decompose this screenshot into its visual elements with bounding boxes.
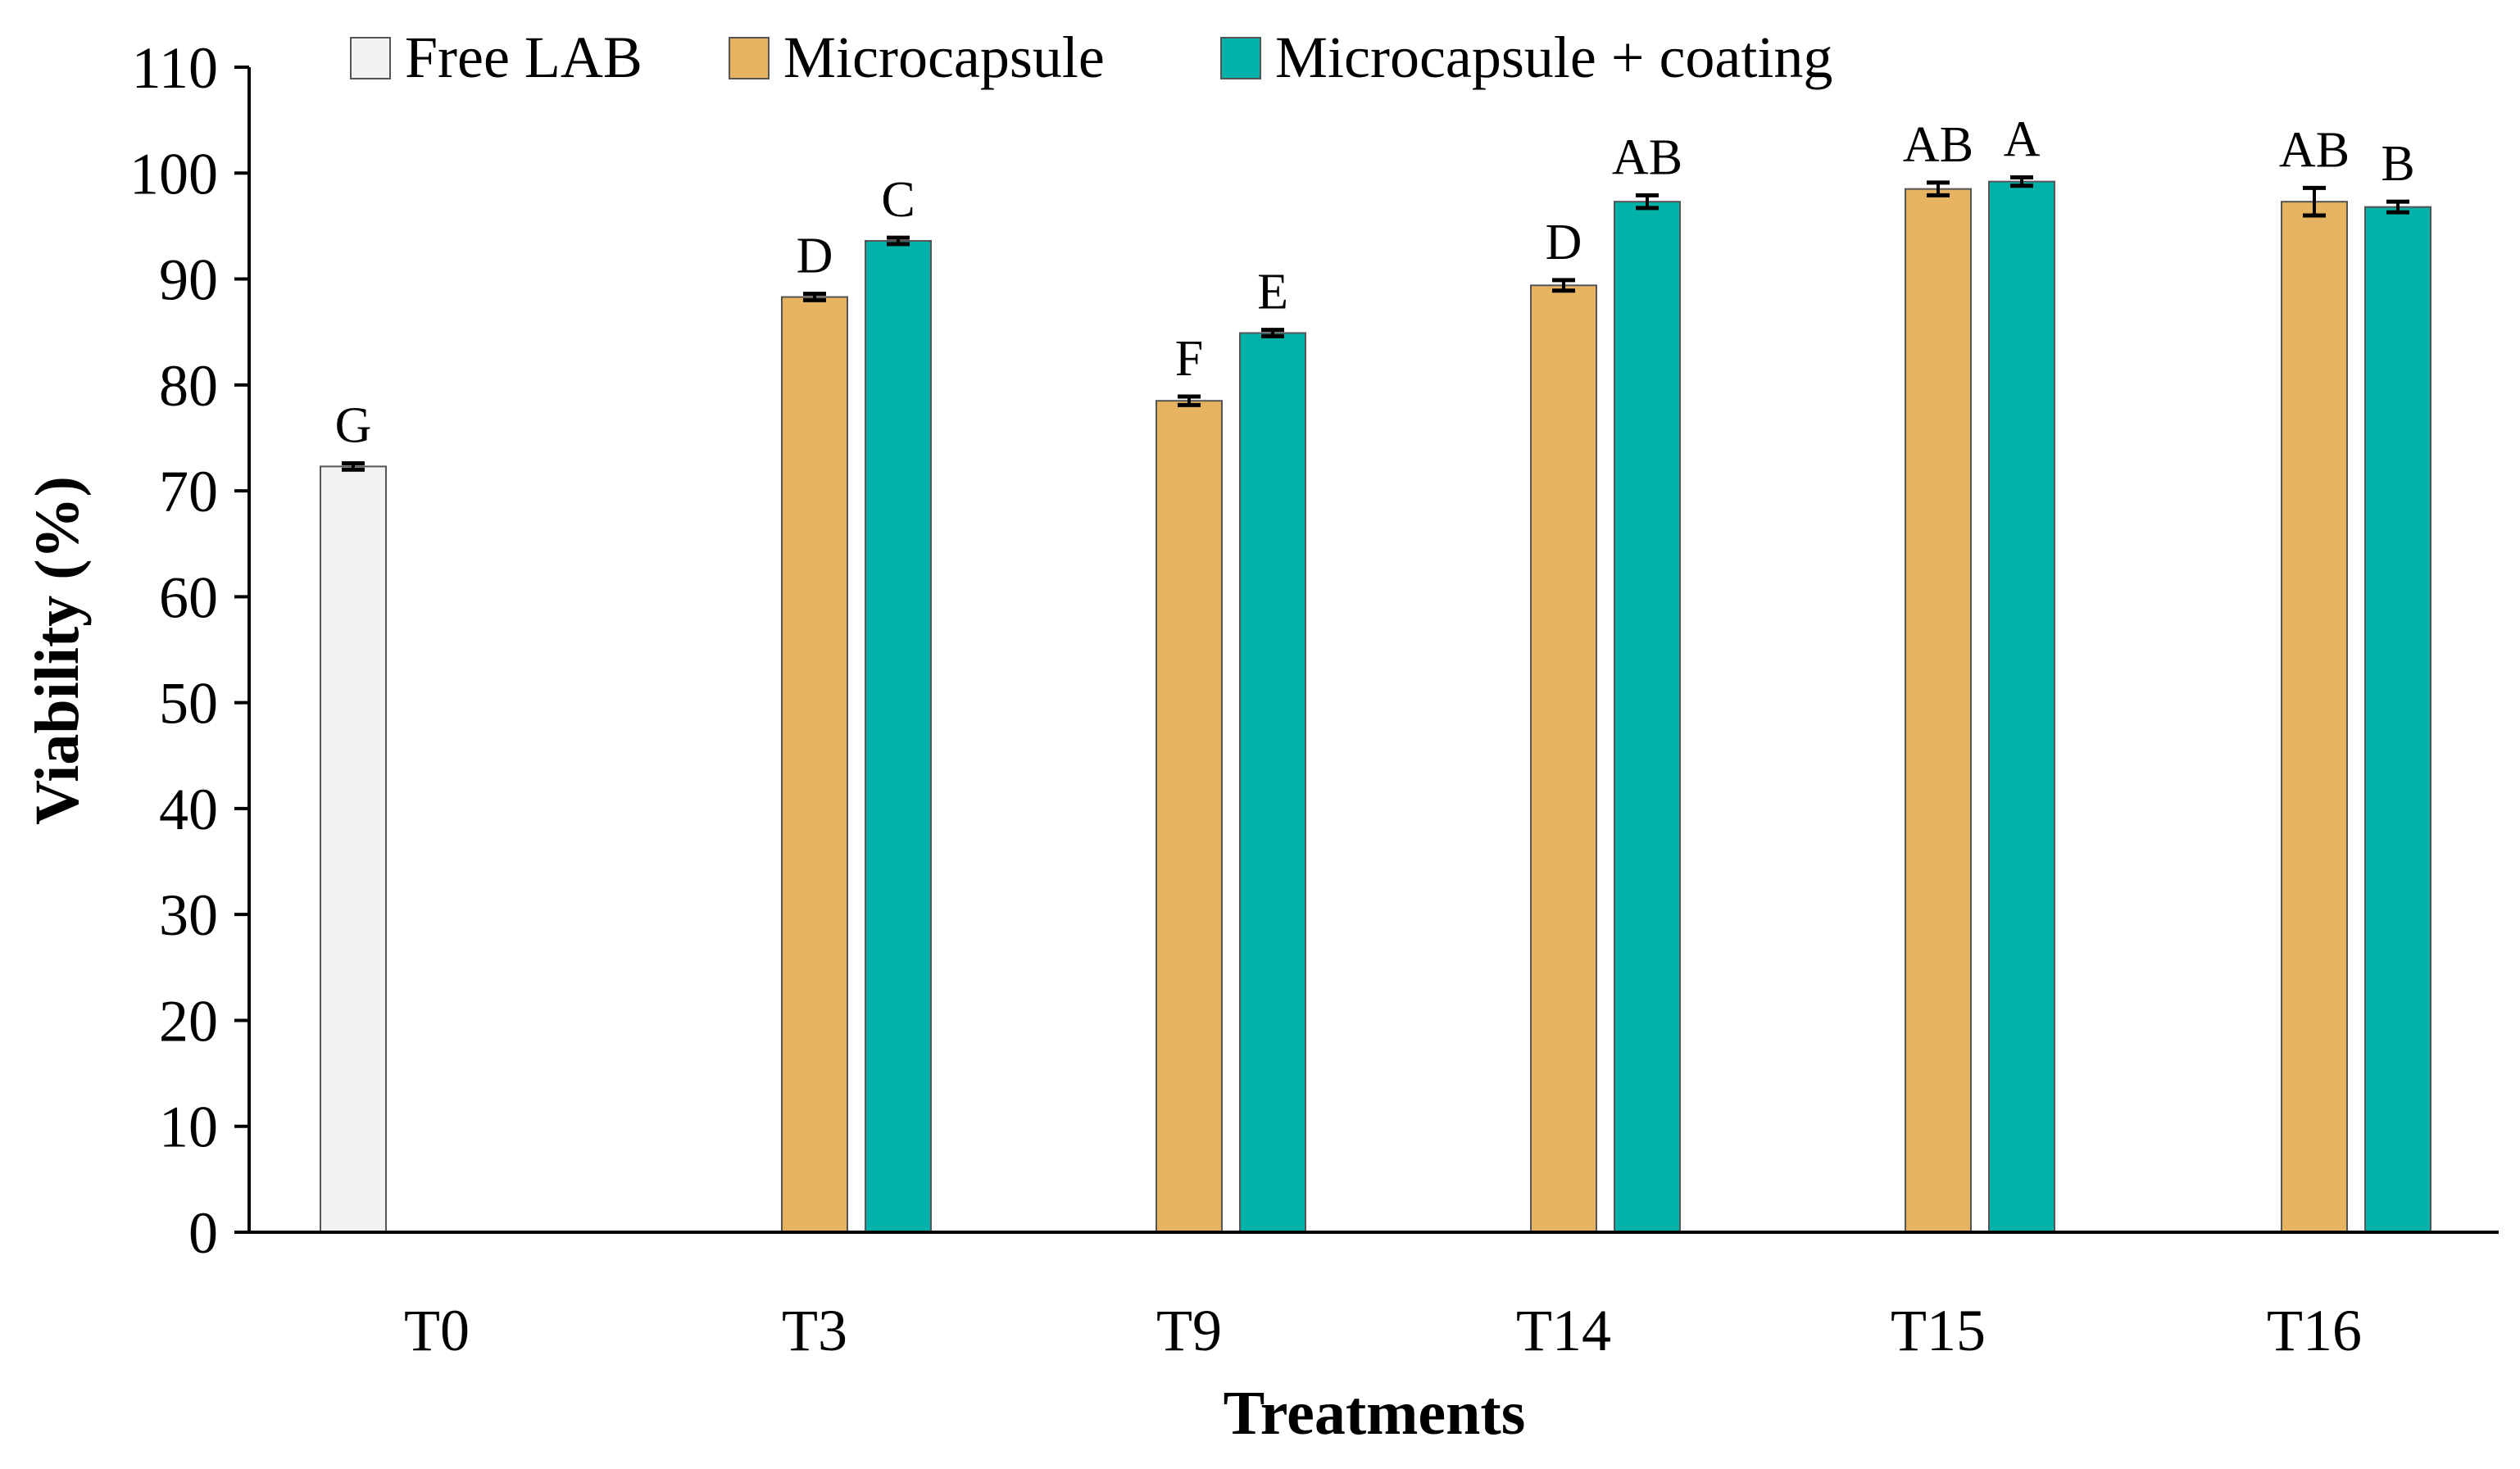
legend-item: Microcapsule + coating xyxy=(1220,25,1832,90)
error-bar xyxy=(342,460,365,472)
error-bar xyxy=(887,235,910,247)
significance-letter: D xyxy=(797,229,833,284)
y-tick-label: 100 xyxy=(129,141,218,206)
x-tick-label: T0 xyxy=(404,1298,470,1363)
legend-label: Free LAB xyxy=(405,25,642,90)
x-tick-label: T9 xyxy=(1156,1298,1222,1363)
error-bar xyxy=(1552,278,1575,293)
significance-letter: D xyxy=(1546,215,1582,270)
legend-swatch xyxy=(1220,37,1261,79)
significance-letter: E xyxy=(1257,265,1288,320)
y-tick-label: 40 xyxy=(159,777,218,842)
error-bar xyxy=(1636,193,1659,211)
y-tick-label: 10 xyxy=(159,1095,218,1160)
error-bar xyxy=(1178,394,1201,407)
error-bar xyxy=(803,292,826,302)
bar-microcapsule-t16 xyxy=(2281,201,2348,1233)
legend-label: Microcapsule xyxy=(783,25,1105,90)
x-tick-label: T3 xyxy=(782,1298,847,1363)
bar-microcapsule-t14 xyxy=(1530,284,1597,1234)
bar-microcapsule-t15 xyxy=(1905,188,1972,1233)
error-bar xyxy=(1927,180,1950,197)
bar-microcapsule-t3 xyxy=(781,296,848,1233)
x-tick-label: T15 xyxy=(1891,1298,1986,1363)
bar-microcapsule-coating-t14 xyxy=(1614,201,1681,1233)
y-tick-label: 80 xyxy=(159,353,218,419)
x-axis-label: Treatments xyxy=(1224,1379,1526,1448)
error-bar xyxy=(2386,199,2409,215)
bar-microcapsule-coating-t16 xyxy=(2364,206,2431,1233)
y-tick-label: 20 xyxy=(159,988,218,1054)
y-tick-label: 90 xyxy=(159,247,218,313)
legend-item: Free LAB xyxy=(350,25,642,90)
significance-letter: G xyxy=(335,397,372,453)
error-bar xyxy=(2303,185,2326,218)
y-axis-label: Viability (%) xyxy=(23,476,92,825)
significance-letter: B xyxy=(2381,136,2414,192)
bar-microcapsule-coating-t9 xyxy=(1239,332,1306,1234)
x-axis: T0 T3 T9 T14 T15 T16 xyxy=(249,1231,2499,1363)
x-tick-label: T16 xyxy=(2267,1298,2362,1363)
significance-letter: A xyxy=(2004,111,2041,167)
y-axis: 0 10 20 30 40 50 60 70 80 90 100 110 xyxy=(129,35,251,1266)
significance-letter: F xyxy=(1175,331,1203,387)
y-tick-label: 30 xyxy=(159,882,218,948)
y-tick-label: 110 xyxy=(132,35,218,101)
legend-item: Microcapsule xyxy=(729,25,1105,90)
legend: Free LAB Microcapsule Microcapsule + coati… xyxy=(350,25,1832,90)
bar-free-lab-t0 xyxy=(320,465,387,1233)
y-tick-label: 70 xyxy=(159,459,218,524)
legend-swatch xyxy=(350,37,391,79)
y-tick-label: 60 xyxy=(159,564,218,630)
x-tick-label: T14 xyxy=(1516,1298,1611,1363)
legend-label: Microcapsule + coating xyxy=(1275,25,1832,90)
significance-letter: AB xyxy=(2279,122,2350,178)
bar-microcapsule-coating-t15 xyxy=(1988,180,2055,1234)
error-bar xyxy=(2010,175,2033,188)
y-tick-label: 0 xyxy=(188,1200,218,1266)
significance-letter: AB xyxy=(1903,117,1973,173)
y-tick-label: 50 xyxy=(159,671,218,737)
legend-swatch xyxy=(729,37,770,79)
significance-letter: C xyxy=(881,172,915,228)
bar-microcapsule-t9 xyxy=(1156,400,1223,1233)
significance-letter: AB xyxy=(1612,129,1682,185)
bar-microcapsule-coating-t3 xyxy=(865,240,932,1233)
error-bar xyxy=(1261,328,1284,338)
